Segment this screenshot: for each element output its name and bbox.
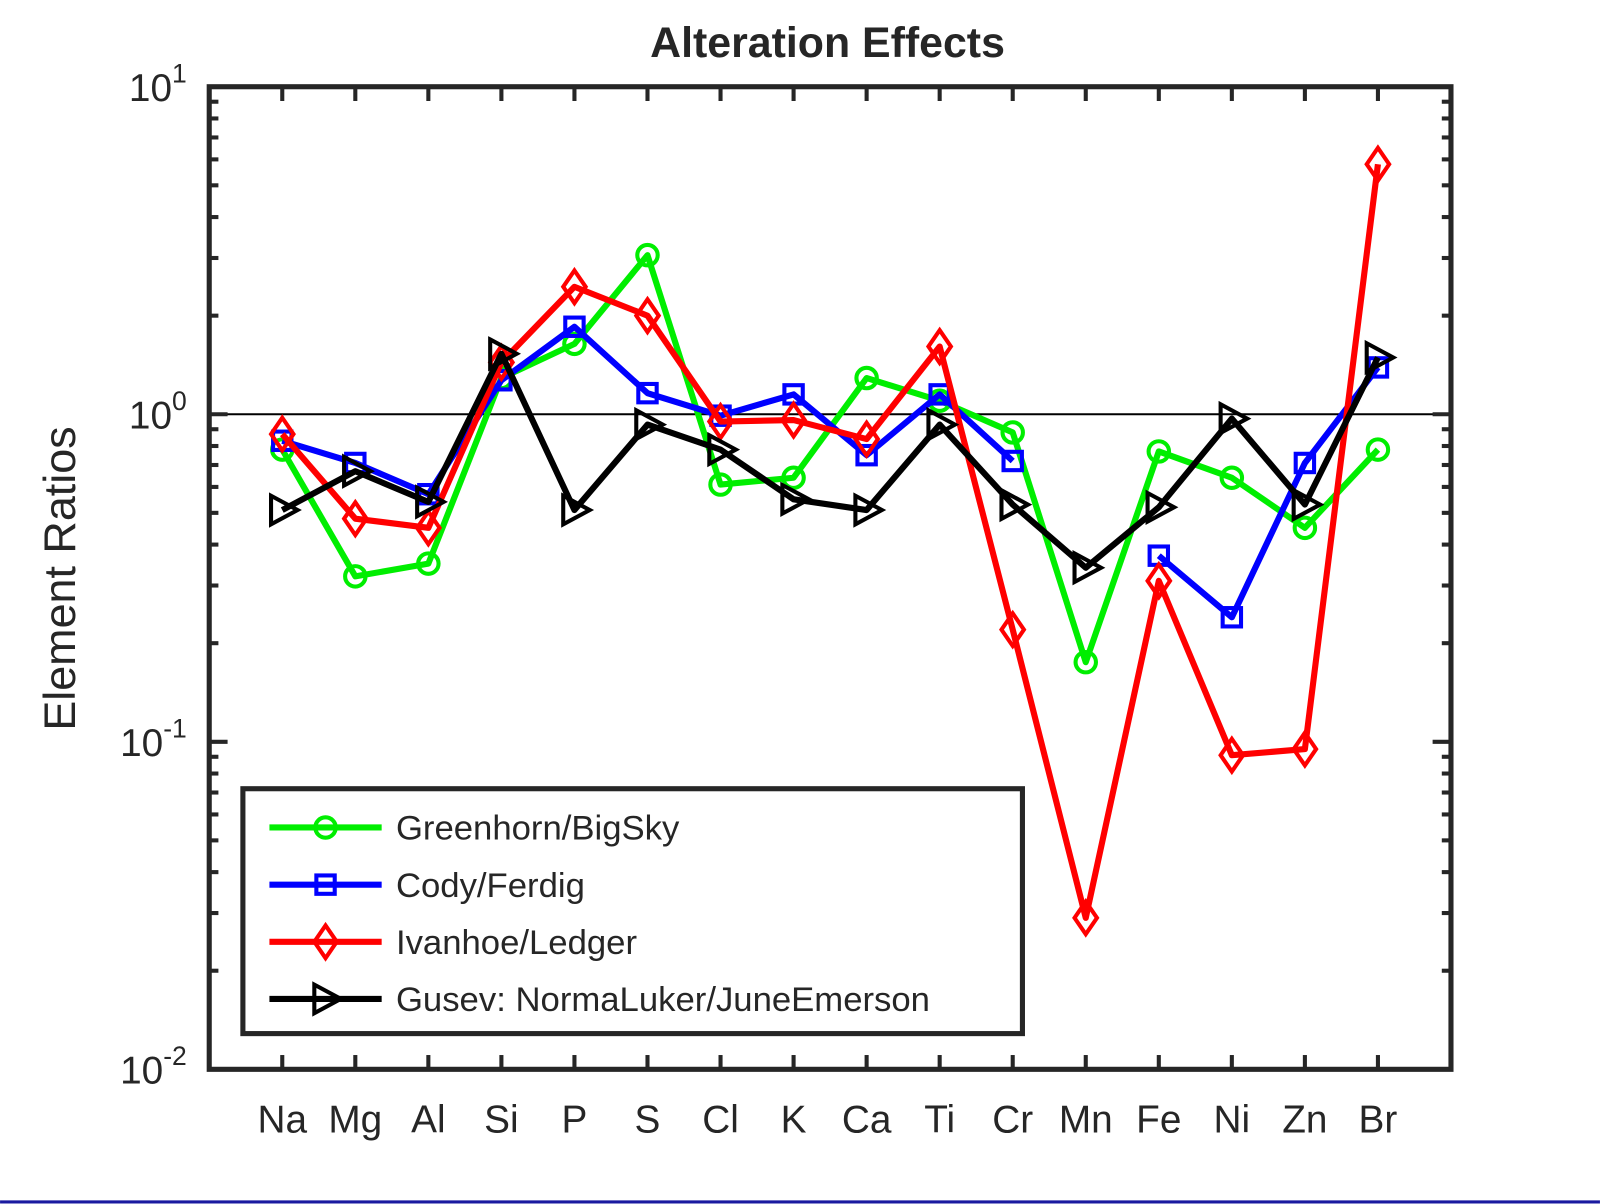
marker bbox=[1145, 489, 1179, 525]
marker bbox=[999, 486, 1033, 523]
marker bbox=[1291, 486, 1325, 523]
y-tick-exponent: 1 bbox=[172, 59, 187, 89]
marker bbox=[780, 481, 814, 517]
marker bbox=[779, 400, 808, 440]
x-tick-label: Ca bbox=[842, 1099, 892, 1142]
marker bbox=[707, 431, 741, 468]
marker bbox=[1365, 437, 1391, 462]
marker bbox=[1145, 560, 1173, 601]
legend-label: Greenhorn/BigSky bbox=[396, 810, 680, 848]
marker bbox=[636, 381, 659, 405]
marker bbox=[342, 453, 375, 489]
marker bbox=[1219, 465, 1245, 490]
x-tick-label: Ni bbox=[1214, 1099, 1251, 1142]
marker bbox=[415, 484, 448, 520]
marker bbox=[269, 492, 302, 528]
y-tick-exponent: -1 bbox=[163, 714, 187, 744]
marker bbox=[1291, 729, 1319, 770]
legend-marker bbox=[314, 873, 337, 896]
marker bbox=[706, 401, 735, 442]
legend-label: Ivanhoe/Ledger bbox=[396, 924, 637, 962]
marker bbox=[562, 331, 587, 357]
marker bbox=[855, 443, 878, 467]
y-tick-label: 101 bbox=[129, 59, 187, 110]
marker bbox=[635, 242, 660, 268]
marker bbox=[1292, 515, 1318, 541]
x-tick-label: Ti bbox=[924, 1099, 955, 1142]
y-axis-label: Element Ratios bbox=[34, 426, 85, 730]
x-tick-label: Mg bbox=[328, 1099, 382, 1142]
marker bbox=[563, 315, 586, 338]
marker bbox=[1000, 420, 1025, 445]
y-tick-label: 10-2 bbox=[120, 1041, 187, 1092]
marker bbox=[1001, 449, 1024, 473]
marker bbox=[1073, 649, 1098, 675]
marker bbox=[633, 295, 662, 336]
marker bbox=[1146, 439, 1172, 464]
x-tick-label: Br bbox=[1359, 1099, 1398, 1142]
marker bbox=[1293, 451, 1317, 475]
x-tick-label: Cl bbox=[702, 1099, 739, 1142]
legend-label: Gusev: NormaLuker/JuneEmerson bbox=[396, 981, 930, 1019]
marker bbox=[341, 498, 370, 539]
y-tick-base: 10 bbox=[129, 395, 172, 438]
legend-marker bbox=[312, 981, 346, 1017]
x-tick-label: K bbox=[781, 1099, 807, 1142]
marker bbox=[1218, 735, 1246, 776]
x-tick-label: Na bbox=[257, 1099, 307, 1142]
legend-label: Cody/Ferdig bbox=[396, 867, 585, 905]
marker bbox=[416, 551, 441, 576]
x-tick-label: Mn bbox=[1059, 1099, 1113, 1142]
x-tick-label: S bbox=[635, 1099, 661, 1142]
marker bbox=[1072, 897, 1100, 938]
chart-title: Alteration Effects bbox=[650, 19, 1005, 67]
y-tick-label: 100 bbox=[129, 386, 187, 437]
y-tick-base: 10 bbox=[129, 67, 172, 110]
marker bbox=[925, 326, 954, 367]
marker bbox=[708, 472, 733, 497]
marker bbox=[1072, 550, 1106, 586]
y-tick-exponent: -2 bbox=[163, 1041, 187, 1071]
marker bbox=[343, 564, 368, 589]
y-tick-base: 10 bbox=[120, 722, 163, 765]
marker bbox=[853, 492, 887, 528]
marker bbox=[634, 406, 668, 443]
x-tick-label: P bbox=[562, 1099, 588, 1142]
x-tick-label: Si bbox=[484, 1099, 518, 1142]
legend-marker bbox=[313, 815, 338, 840]
y-tick-label: 10-1 bbox=[120, 714, 187, 765]
marker bbox=[999, 609, 1027, 650]
marker bbox=[926, 406, 960, 443]
marker bbox=[781, 465, 806, 490]
series-line bbox=[279, 163, 1381, 921]
series-line bbox=[281, 323, 1381, 621]
marker bbox=[928, 383, 951, 406]
series-line bbox=[280, 350, 1381, 571]
marker bbox=[560, 266, 589, 307]
marker bbox=[1218, 400, 1252, 437]
marker bbox=[488, 336, 522, 372]
marker bbox=[1364, 339, 1398, 376]
y-tick-exponent: 0 bbox=[172, 386, 187, 416]
marker bbox=[414, 507, 443, 548]
plot-frame bbox=[206, 84, 1454, 1072]
x-tick-label: Zn bbox=[1282, 1099, 1327, 1142]
marker bbox=[561, 492, 595, 528]
x-tick-label: Cr bbox=[992, 1099, 1033, 1142]
marker bbox=[268, 414, 296, 454]
marker bbox=[1220, 606, 1244, 629]
marker bbox=[852, 419, 881, 459]
legend-marker bbox=[311, 921, 340, 962]
y-tick-base: 10 bbox=[120, 1050, 163, 1093]
marker bbox=[854, 365, 879, 391]
x-tick-label: Al bbox=[411, 1099, 445, 1142]
marker bbox=[1364, 144, 1392, 185]
x-tick-label: Fe bbox=[1136, 1099, 1181, 1142]
